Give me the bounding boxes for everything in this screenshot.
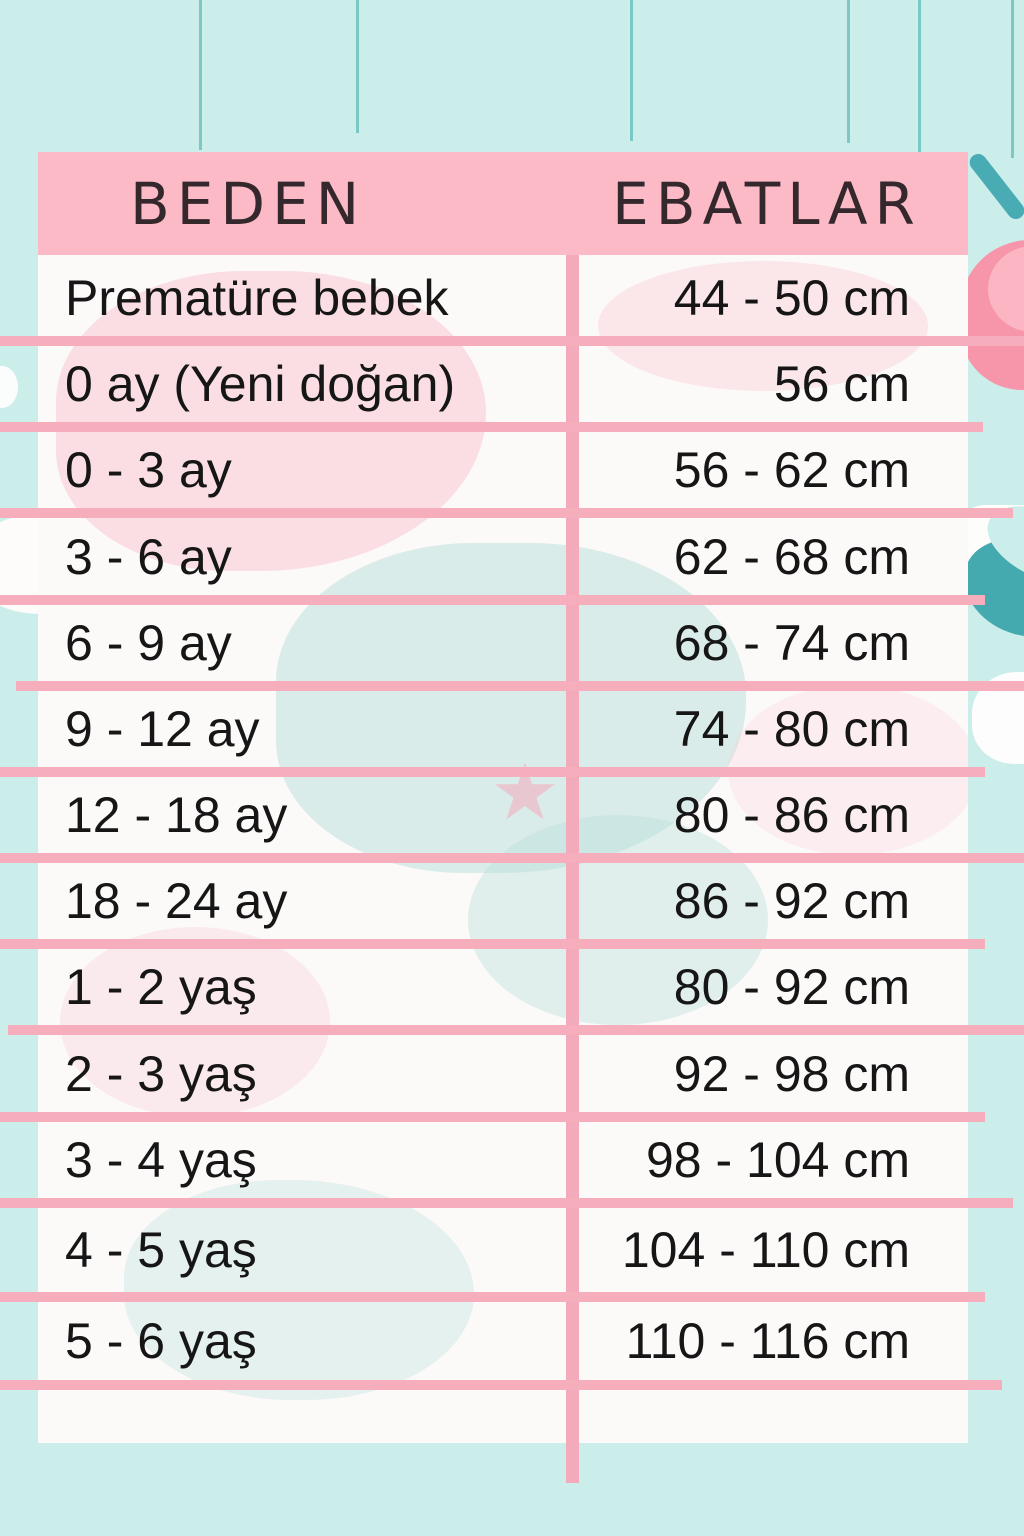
table-row: Prematüre bebek 44 - 50 cm	[38, 255, 968, 341]
size-cell: 6 - 9 ay	[65, 615, 232, 671]
ghost-star-icon: ★	[490, 748, 560, 836]
range-cell: 104 - 110 cm	[621, 1222, 910, 1278]
row-divider	[0, 1112, 985, 1122]
branch-shape	[966, 150, 1024, 223]
table-row: 12 - 18 ay 80 - 86 cm	[38, 772, 968, 858]
ghost-pink-shape	[598, 261, 928, 391]
table-header: BEDEN EBATLAR	[38, 152, 968, 255]
hanging-string	[847, 0, 850, 143]
row-divider	[0, 336, 1024, 346]
table-row: 0 - 3 ay 56 - 62 cm	[38, 427, 968, 513]
size-cell: 3 - 4 yaş	[65, 1132, 257, 1188]
size-cell: 9 - 12 ay	[65, 701, 260, 757]
ghost-pink-shape	[60, 927, 330, 1117]
row-divider	[16, 681, 1024, 691]
size-cell: 5 - 6 yaş	[65, 1313, 257, 1369]
range-cell: 110 - 116 cm	[625, 1313, 910, 1369]
size-cell: 4 - 5 yaş	[65, 1222, 257, 1278]
table-row: 6 - 9 ay 68 - 74 cm	[38, 600, 968, 686]
size-cell: 1 - 2 yaş	[65, 959, 257, 1015]
cloud-shape	[0, 366, 18, 408]
hanging-string	[356, 0, 359, 133]
row-divider	[0, 853, 1024, 863]
ghost-onesie-shape	[468, 815, 768, 1025]
size-cell: 0 ay (Yeni doğan)	[65, 356, 456, 412]
row-divider	[0, 767, 985, 777]
column-header-size: BEDEN	[130, 169, 367, 238]
table-row: 2 - 3 yaş 92 - 98 cm	[38, 1030, 968, 1117]
column-divider	[566, 255, 579, 1483]
hanging-string	[630, 0, 633, 141]
size-cell: 0 - 3 ay	[65, 442, 232, 498]
range-cell: 68 - 74 cm	[673, 615, 910, 671]
table-body: ★ Prematüre bebek 44 - 50 cm 0 ay (Yeni …	[38, 255, 968, 1443]
range-cell: 80 - 92 cm	[673, 959, 910, 1015]
row-divider	[0, 595, 985, 605]
hanging-string	[199, 0, 202, 150]
row-divider	[0, 508, 1013, 518]
row-divider	[0, 422, 983, 432]
ghost-teal-shape	[124, 1180, 474, 1400]
range-cell: 62 - 68 cm	[673, 528, 910, 585]
size-cell: 2 - 3 yaş	[65, 1045, 257, 1102]
range-cell: 98 - 104 cm	[645, 1132, 910, 1188]
table-row: 3 - 6 ay 62 - 68 cm	[38, 513, 968, 600]
range-cell: 44 - 50 cm	[673, 270, 910, 326]
range-cell: 56 - 62 cm	[673, 442, 910, 498]
range-cell: 92 - 98 cm	[673, 1045, 910, 1102]
range-cell: 80 - 86 cm	[673, 787, 910, 843]
size-cell: Prematüre bebek	[65, 270, 449, 326]
table-row: 9 - 12 ay 74 - 80 cm	[38, 686, 968, 772]
row-divider	[0, 1198, 1013, 1208]
table-row: 1 - 2 yaş 80 - 92 cm	[38, 944, 968, 1030]
size-cell: 18 - 24 ay	[65, 873, 288, 929]
row-divider	[0, 939, 985, 949]
range-cell: 74 - 80 cm	[673, 701, 910, 757]
row-divider	[0, 1292, 985, 1302]
table-row: 4 - 5 yaş 104 - 110 cm	[38, 1203, 968, 1297]
range-cell: 86 - 92 cm	[673, 873, 910, 929]
table-row: 0 ay (Yeni doğan) 56 cm	[38, 341, 968, 427]
table-row: 5 - 6 yaş 110 - 116 cm	[38, 1297, 968, 1385]
hanging-string	[918, 0, 921, 152]
table-row: 18 - 24 ay 86 - 92 cm	[38, 858, 968, 944]
column-header-dimensions: EBATLAR	[612, 169, 922, 238]
size-cell: 12 - 18 ay	[65, 787, 288, 843]
ghost-bib-shape	[56, 271, 486, 571]
row-divider	[8, 1025, 1024, 1035]
range-cell: 56 cm	[773, 356, 910, 412]
size-cell: 3 - 6 ay	[65, 528, 232, 585]
hanging-string	[1011, 0, 1014, 158]
row-divider	[0, 1380, 1002, 1390]
table-row: 3 - 4 yaş 98 - 104 cm	[38, 1117, 968, 1203]
